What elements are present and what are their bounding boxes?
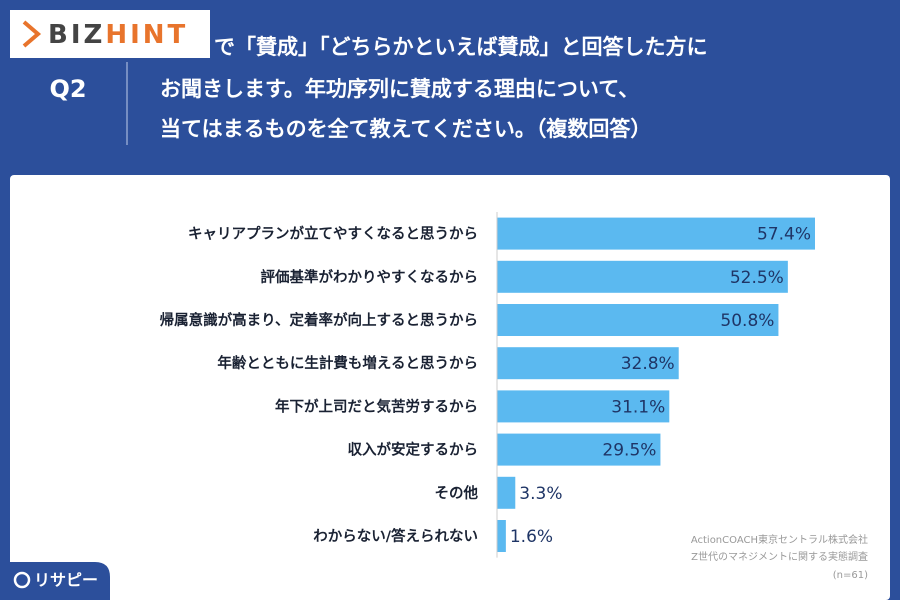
bar	[497, 433, 661, 466]
brand-tab	[0, 562, 110, 600]
category-label: 評価基準がわかりやすくなるから	[261, 268, 479, 286]
bar	[497, 520, 506, 552]
bar	[497, 304, 779, 336]
value-label: 57.4%	[757, 225, 811, 245]
value-label: 3.3%	[519, 484, 562, 504]
brand-text: リサピー	[34, 571, 98, 590]
logo-text: BIZHINT	[48, 20, 188, 50]
source-line: (n=61)	[833, 570, 868, 581]
category-label: その他	[435, 484, 479, 502]
question-number: Q2	[49, 75, 86, 103]
category-label: キャリアプランが立てやすくなると思うから	[188, 225, 478, 243]
logo-icon	[22, 20, 42, 48]
bar	[497, 217, 815, 250]
plot: キャリアプランが立てやすくなると思うから 57.4% 評価基準がわかりやすくなるから…	[160, 212, 815, 558]
bar	[497, 476, 516, 509]
category-label: 年下が上司だと気苦労するから	[275, 397, 478, 415]
bar	[497, 390, 670, 423]
category-label: 帰属意識が高まり、定着率が向上すると思うから	[160, 311, 478, 329]
value-label: 32.8%	[621, 354, 675, 374]
logo-part: HINT	[105, 20, 188, 50]
value-label: 52.5%	[730, 268, 784, 288]
bar	[497, 347, 679, 380]
question-line: 当てはまるものを全て教えてください。（複数回答）	[160, 117, 651, 141]
category-label: 収入が安定するから	[348, 441, 479, 459]
value-label: 1.6%	[510, 527, 553, 547]
source-line: ActionCOACH東京セントラル株式会社	[691, 533, 868, 546]
logo-box	[10, 10, 210, 58]
question-line: お聞きします。年功序列に賛成する理由について、	[160, 77, 639, 101]
question-line: で「賛成」「どちらかといえば賛成」と回答した方に	[214, 35, 708, 59]
category-label: 年齢とともに生計費も増えると思うから	[217, 354, 478, 372]
logo-part: BIZ	[48, 20, 105, 50]
category-label: わからない/答えられない	[313, 527, 478, 545]
value-label: 50.8%	[720, 311, 774, 331]
bar	[497, 260, 788, 293]
brand-icon	[13, 571, 31, 589]
source-line: Z世代のマネジメントに関する実態調査	[691, 550, 868, 563]
value-label: 31.1%	[611, 397, 665, 417]
value-label: 29.5%	[602, 441, 656, 461]
